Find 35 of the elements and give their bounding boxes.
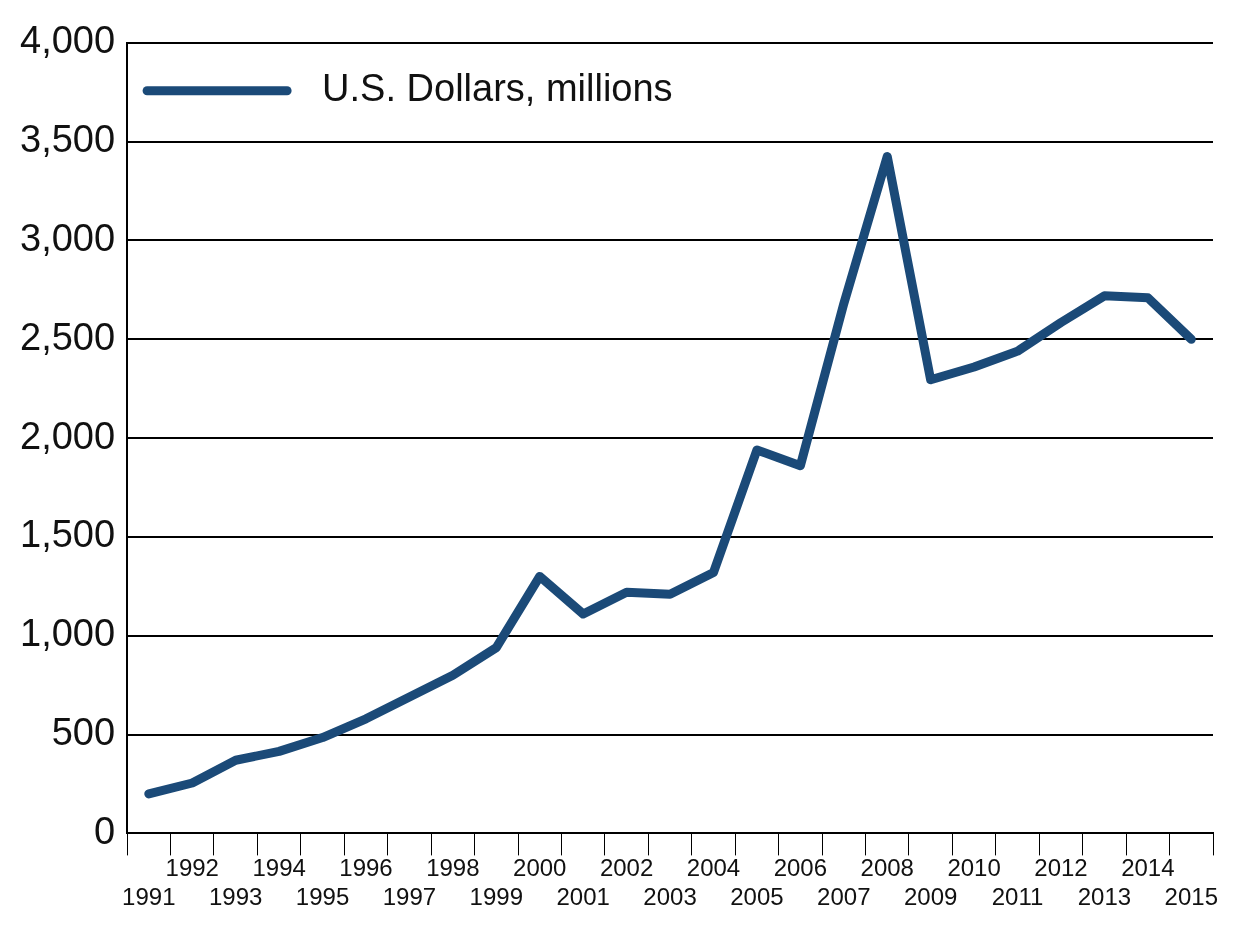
y-tick-label: 2,000 [20, 414, 116, 457]
x-tick-label: 2009 [903, 883, 958, 911]
x-tick-label: 2005 [730, 883, 784, 911]
x-tick-label: 2000 [513, 854, 567, 882]
y-tick-label: 2,500 [20, 315, 116, 358]
x-tick-label: 1998 [426, 854, 480, 882]
x-tick-label: 2003 [643, 883, 697, 911]
y-tick-label: 0 [93, 809, 116, 852]
y-tick-label: 3,500 [20, 118, 116, 161]
x-tick-label: 2008 [860, 854, 914, 882]
y-tick-label: 1,500 [20, 513, 116, 556]
x-tick-label: 1996 [339, 854, 393, 882]
x-tick-label: 2013 [1077, 883, 1132, 911]
x-tick-label: 1995 [295, 883, 350, 911]
x-tick-label: 1992 [165, 854, 219, 882]
y-tick-label: 1,000 [20, 612, 116, 655]
x-tick-label: 1993 [208, 883, 263, 911]
x-tick-label: 1994 [252, 854, 306, 882]
x-tick-label: 2015 [1164, 883, 1218, 911]
x-tick-label: 2002 [599, 854, 654, 882]
y-tick-label: 4,000 [20, 19, 116, 62]
x-tick-label: 1997 [382, 883, 437, 911]
y-tick-label: 3,000 [20, 216, 116, 259]
x-tick-label: 2011 [991, 883, 1044, 911]
x-tick-label: 2012 [1034, 854, 1088, 882]
x-tick-label: 1991 [122, 883, 176, 911]
x-tick-label: 2006 [773, 854, 828, 882]
x-tick-label: 2010 [947, 854, 1001, 882]
legend-label: U.S. Dollars, millions [322, 67, 673, 110]
x-tick-label: 1999 [469, 883, 523, 911]
x-tick-label: 2007 [817, 883, 871, 911]
x-tick-label: 2014 [1121, 854, 1175, 882]
x-tick-label: 2001 [556, 883, 610, 911]
x-tick-label: 2004 [686, 854, 741, 882]
y-tick-label: 500 [51, 711, 116, 754]
